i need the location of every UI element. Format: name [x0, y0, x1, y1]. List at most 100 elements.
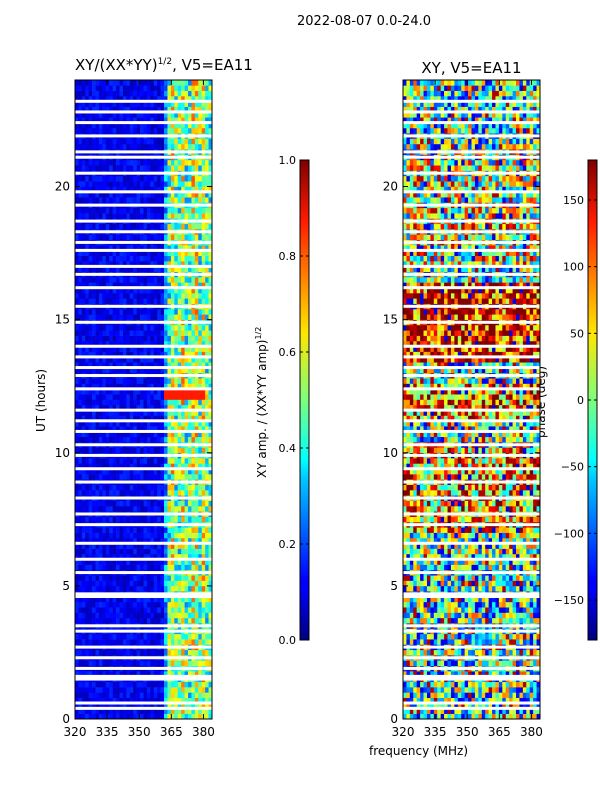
heatmap-cell	[88, 681, 93, 688]
heatmap-cell	[160, 559, 165, 565]
heatmap-cell	[150, 378, 155, 384]
heatmap-cell	[181, 117, 185, 123]
heatmap-cell	[109, 127, 113, 134]
heatmap-cell	[116, 277, 120, 283]
heatmap-cell	[102, 213, 107, 219]
heatmap-cell	[157, 500, 161, 507]
heatmap-cell	[191, 527, 196, 533]
heatmap-cell	[122, 261, 127, 267]
heatmap-cell	[75, 223, 79, 230]
heatmap-cell	[136, 601, 141, 608]
heatmap-cell	[194, 330, 199, 336]
heatmap-cell	[208, 559, 213, 565]
heatmap-cell	[95, 277, 100, 283]
heatmap-cell	[98, 697, 103, 704]
heatmap-cell	[150, 356, 155, 363]
heatmap-cell	[177, 649, 182, 656]
heatmap-cell	[112, 165, 117, 171]
heatmap-cell	[174, 415, 179, 422]
heatmap-cell	[150, 335, 155, 342]
heatmap-cell	[188, 633, 192, 640]
heatmap-cell	[136, 378, 141, 384]
heatmap-cell	[194, 324, 199, 331]
heatmap-cell	[150, 516, 155, 523]
heatmap-cell	[164, 548, 168, 555]
heatmap-cell	[75, 708, 79, 714]
x-axis-label: frequency (MHz)	[369, 744, 469, 758]
heatmap-cell	[177, 250, 182, 257]
heatmap-cell	[201, 117, 206, 123]
heatmap-cell	[150, 548, 155, 555]
heatmap-cell	[112, 543, 117, 549]
heatmap-cell	[157, 559, 161, 565]
heatmap-cell	[92, 356, 96, 363]
heatmap-cell	[109, 692, 113, 699]
heatmap-cell	[140, 580, 144, 587]
heatmap-cell	[194, 506, 199, 512]
heatmap-cell	[181, 410, 185, 416]
heatmap-cell	[150, 95, 155, 102]
heatmap-cell	[170, 351, 175, 358]
heatmap-cell	[78, 553, 83, 560]
heatmap-cell	[167, 617, 172, 624]
heatmap-cell	[109, 351, 113, 358]
heatmap-cell	[181, 90, 185, 97]
heatmap-cell	[160, 367, 165, 374]
heatmap-cell	[181, 671, 185, 677]
heatmap-cell	[98, 447, 103, 454]
heatmap-cell	[184, 506, 189, 512]
heatmap-cell	[95, 394, 100, 400]
heatmap-cell	[92, 282, 96, 288]
heatmap-cell	[85, 394, 90, 400]
heatmap-cell	[105, 324, 110, 331]
heatmap-cell	[85, 111, 90, 118]
heatmap-cell	[109, 537, 113, 544]
heatmap-cell	[95, 548, 100, 555]
heatmap-cell	[198, 207, 203, 214]
heatmap-cell	[133, 500, 137, 507]
heatmap-cell	[208, 314, 213, 320]
heatmap-cell	[164, 410, 168, 416]
heatmap-cell	[88, 671, 93, 677]
heatmap-cell	[157, 458, 161, 464]
heatmap-cell	[201, 681, 206, 688]
heatmap-cell	[167, 537, 172, 544]
heatmap-cell	[174, 266, 179, 272]
heatmap-cell	[109, 85, 113, 91]
flagged-gap	[75, 467, 212, 471]
heatmap-cell	[112, 85, 117, 91]
heatmap-cell	[133, 580, 137, 587]
heatmap-cell	[85, 255, 90, 262]
heatmap-cell	[75, 601, 79, 608]
heatmap-cell	[112, 213, 117, 219]
heatmap-cell	[98, 426, 103, 432]
heatmap-cell	[174, 117, 179, 123]
heatmap-cell	[122, 234, 127, 241]
heatmap-cell	[119, 415, 124, 422]
heatmap-cell	[170, 80, 175, 86]
heatmap-cell	[184, 426, 189, 432]
heatmap-cell	[85, 159, 90, 166]
heatmap-cell	[157, 516, 161, 523]
heatmap-cell	[95, 671, 100, 677]
heatmap-cell	[85, 458, 90, 464]
heatmap-cell	[201, 383, 206, 390]
heatmap-cell	[102, 681, 107, 688]
heatmap-cell	[146, 117, 151, 123]
heatmap-cell	[85, 426, 90, 432]
heatmap-cell	[198, 367, 203, 374]
heatmap-cell	[126, 463, 131, 470]
heatmap-cell	[170, 564, 175, 571]
heatmap-cell	[129, 378, 134, 384]
heatmap-cell	[112, 335, 117, 342]
heatmap-cell	[102, 585, 107, 592]
heatmap-cell	[140, 277, 144, 283]
heatmap-cell	[112, 404, 117, 411]
heatmap-cell	[170, 410, 175, 416]
heatmap-cell	[188, 575, 192, 581]
heatmap-cell	[119, 458, 124, 464]
heatmap-cell	[122, 143, 127, 150]
heatmap-cell	[116, 324, 120, 331]
heatmap-cell	[136, 420, 141, 427]
heatmap-cell	[205, 559, 209, 565]
